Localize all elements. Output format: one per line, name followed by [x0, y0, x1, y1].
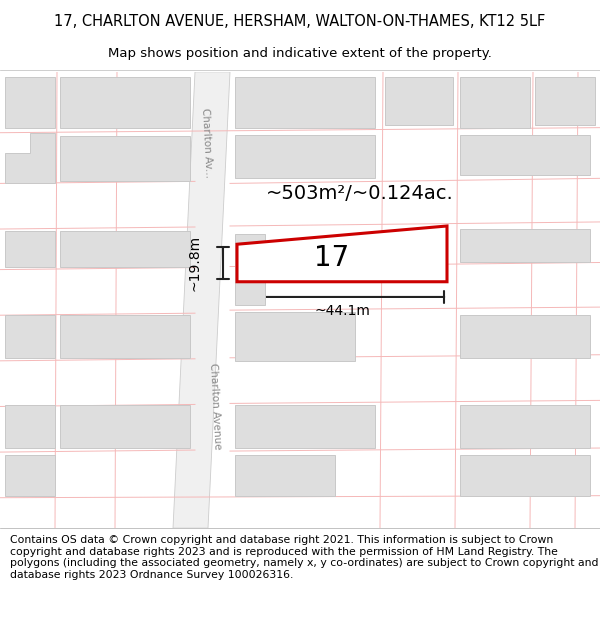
- Polygon shape: [237, 226, 447, 282]
- Bar: [460, 455, 590, 496]
- Text: ~503m²/~0.124ac.: ~503m²/~0.124ac.: [266, 184, 454, 203]
- Text: Charlton Avenue: Charlton Avenue: [208, 363, 222, 450]
- Text: ~19.8m: ~19.8m: [187, 235, 201, 291]
- Text: Contains OS data © Crown copyright and database right 2021. This information is : Contains OS data © Crown copyright and d…: [10, 535, 599, 580]
- Bar: [5, 315, 55, 358]
- Bar: [460, 135, 590, 175]
- Polygon shape: [5, 132, 55, 183]
- Bar: [535, 77, 595, 124]
- Bar: [235, 406, 375, 448]
- Bar: [60, 315, 190, 358]
- Bar: [460, 229, 590, 262]
- Bar: [460, 406, 590, 448]
- Text: 17: 17: [314, 244, 350, 272]
- Bar: [235, 77, 375, 128]
- Text: Map shows position and indicative extent of the property.: Map shows position and indicative extent…: [108, 48, 492, 61]
- Bar: [235, 234, 265, 305]
- Text: ~44.1m: ~44.1m: [314, 304, 370, 318]
- Bar: [5, 77, 55, 128]
- Bar: [460, 315, 590, 358]
- Bar: [60, 231, 190, 266]
- Polygon shape: [173, 72, 230, 528]
- Bar: [60, 77, 190, 128]
- Bar: [460, 77, 530, 128]
- Bar: [60, 406, 190, 448]
- Bar: [235, 312, 355, 361]
- Bar: [60, 136, 190, 181]
- Text: 17, CHARLTON AVENUE, HERSHAM, WALTON-ON-THAMES, KT12 5LF: 17, CHARLTON AVENUE, HERSHAM, WALTON-ON-…: [55, 14, 545, 29]
- Bar: [5, 455, 55, 496]
- Bar: [385, 77, 453, 124]
- Bar: [5, 406, 55, 448]
- Text: Charlton Av...: Charlton Av...: [200, 107, 214, 178]
- Bar: [5, 231, 55, 266]
- Bar: [235, 455, 335, 496]
- Bar: [235, 135, 375, 178]
